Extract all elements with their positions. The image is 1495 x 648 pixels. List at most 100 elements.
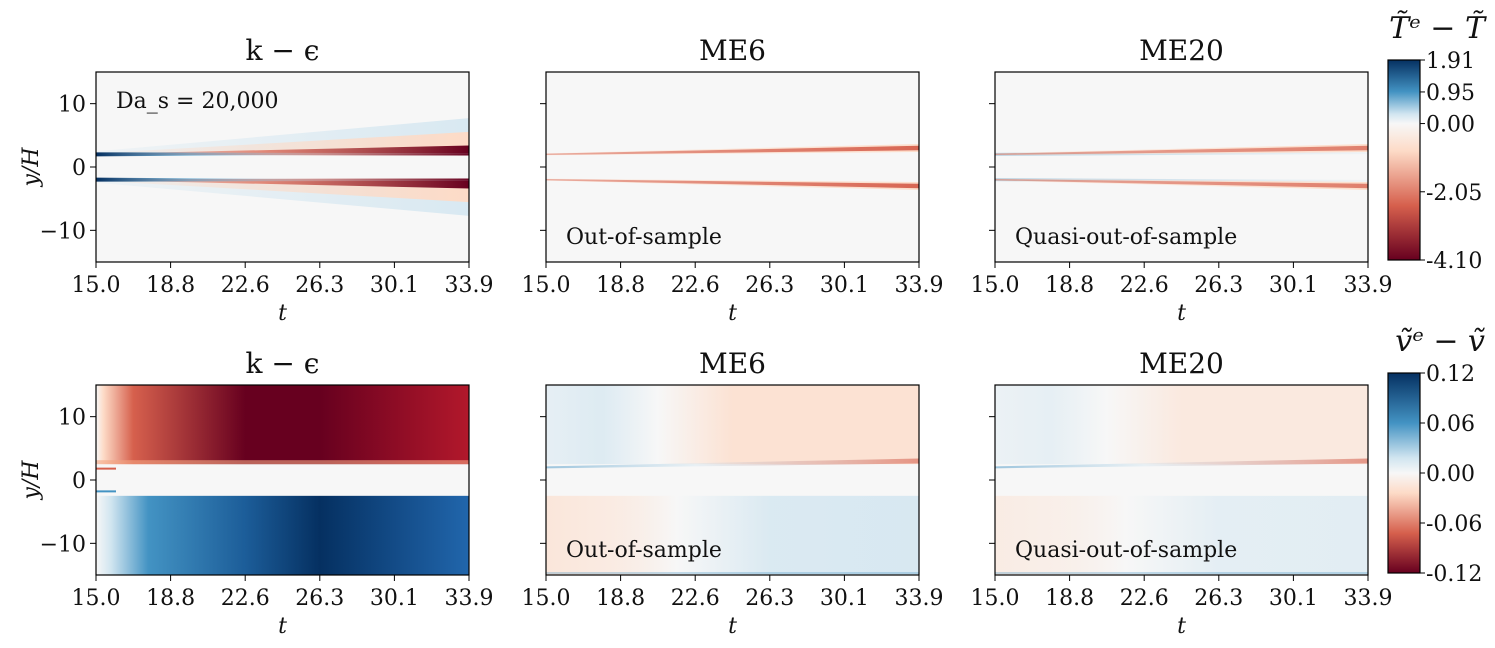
center-trace [546, 458, 919, 469]
x-tick-label: 30.1 [370, 273, 419, 298]
colorbar-tick-label: -0.12 [1426, 562, 1482, 587]
x-tick-label: 26.3 [745, 586, 794, 611]
colorbar-tick-label: 0.00 [1426, 462, 1475, 487]
y-tick-label: −10 [40, 219, 86, 244]
x-tick-label: 18.8 [1045, 586, 1094, 611]
heatmap-field [546, 72, 919, 262]
panel-temperature-me20: 15.0 18.8 22.6 26.3 30.1 33.9 t ME20 Quasi-out-o… [971, 34, 1393, 326]
colorbar-tick-label: 0.06 [1426, 412, 1475, 437]
x-tick-label: 26.3 [1194, 273, 1243, 298]
x-tick-label: 15.0 [72, 586, 121, 611]
blue-layer-lower [96, 177, 469, 182]
panel-title: ME20 [1139, 34, 1224, 67]
x-tick-label: 15.0 [72, 273, 121, 298]
panel-title: ME6 [699, 347, 766, 380]
sample-annotation: Quasi-out-of-sample [1015, 538, 1237, 563]
y-tick-label: 10 [58, 93, 86, 118]
panel-velocity-keps: 15.0 18.8 22.6 26.3 30.1 33.9 t 10 0 −10 y/H k − ϵ [19, 347, 493, 639]
y-axis-label: y/H [19, 147, 44, 188]
colorbar-gradient [1388, 60, 1420, 260]
colorbar-temperature: 1.91 0.95 0.00 -2.05 -4.10 T̃ᵉ − T̃ [1387, 11, 1487, 274]
damkohler-annotation: Da_s = 20,000 [116, 89, 278, 114]
center-trace [995, 458, 1368, 469]
y-axis-label: y/H [19, 460, 44, 501]
colorbar-tick-label: 0.12 [1426, 362, 1475, 387]
x-tick-label: 18.8 [146, 586, 195, 611]
lower-region [995, 495, 1368, 575]
heatmap-background [96, 72, 469, 262]
heatmap-field [995, 385, 1368, 575]
x-tick-label: 18.8 [596, 273, 645, 298]
x-tick-label: 26.3 [295, 586, 344, 611]
x-tick-label: 22.6 [1120, 586, 1169, 611]
x-tick-label: 22.6 [221, 273, 270, 298]
colorbar-title: T̃ᵉ − T̃ [1389, 11, 1487, 46]
panel-title: k − ϵ [246, 347, 320, 380]
x-tick-label: 26.3 [295, 273, 344, 298]
red-layer-upper [995, 145, 1368, 156]
y-tick-label: 0 [72, 156, 86, 181]
heatmap-field [96, 72, 469, 262]
colorbar-tick-label: 0.00 [1426, 113, 1475, 138]
y-tick-label: 0 [72, 469, 86, 494]
colorbar-tick-label: -2.05 [1426, 181, 1482, 206]
colorbar-title: ṽᵉ − ṽ [1395, 324, 1485, 359]
panel-temperature-me6: 15.0 18.8 22.6 26.3 30.1 33.9 t ME6 Out-of-sampl… [522, 34, 944, 326]
x-tick-label: 15.0 [522, 586, 571, 611]
upper-region [546, 385, 919, 465]
x-tick-label: 26.3 [745, 273, 794, 298]
x-tick-label: 15.0 [522, 273, 571, 298]
x-tick-label: 15.0 [971, 586, 1020, 611]
x-tick-label: 30.1 [1269, 586, 1318, 611]
x-tick-label: 33.9 [1344, 586, 1393, 611]
negative-region-upper [96, 385, 469, 465]
colorbar-tick-label: 1.91 [1426, 49, 1475, 74]
x-tick-label: 33.9 [1344, 273, 1393, 298]
x-tick-label: 33.9 [895, 586, 944, 611]
y-tick-label: −10 [40, 532, 86, 557]
x-axis-label: t [1177, 614, 1186, 639]
blue-layer-upper [96, 152, 469, 157]
x-tick-label: 18.8 [146, 273, 195, 298]
colorbar-tick-label: 0.95 [1426, 81, 1475, 106]
x-axis-label: t [278, 614, 287, 639]
colorbar-tick-label: -4.10 [1426, 249, 1482, 274]
sample-annotation: Out-of-sample [566, 225, 722, 250]
x-tick-label: 15.0 [971, 273, 1020, 298]
x-axis-label: t [1177, 301, 1186, 326]
red-layer-upper [546, 145, 919, 156]
x-tick-label: 33.9 [445, 273, 494, 298]
heatmap-background [546, 72, 919, 262]
colorbar-frame [1387, 59, 1421, 261]
panel-temperature-keps: 15.0 18.8 22.6 26.3 30.1 33.9 t 10 0 −10 y/H k − ϵ D… [19, 34, 493, 326]
red-layer-lower [995, 178, 1368, 189]
x-axis-label: t [278, 301, 287, 326]
x-tick-label: 30.1 [370, 586, 419, 611]
lower-region [546, 495, 919, 575]
colorbar-tick-label: -0.06 [1426, 512, 1482, 537]
edge-upper [96, 460, 469, 465]
heatmap-field [995, 72, 1368, 262]
x-tick-label: 22.6 [1120, 273, 1169, 298]
panel-title: ME20 [1139, 347, 1224, 380]
y-tick-label: 10 [58, 406, 86, 431]
x-tick-label: 30.1 [820, 586, 869, 611]
x-tick-label: 22.6 [671, 586, 720, 611]
positive-region-lower [96, 495, 469, 575]
heatmap-background [995, 72, 1368, 262]
x-tick-label: 22.6 [221, 586, 270, 611]
panel-velocity-me20: 15.0 18.8 22.6 26.3 30.1 33.9 t ME20 Quasi-out-o… [971, 347, 1393, 639]
heatmap-field [546, 385, 919, 575]
x-axis-label: t [728, 614, 737, 639]
panel-velocity-me6: 15.0 18.8 22.6 26.3 30.1 33.9 t ME6 Out-of-sampl… [522, 347, 944, 639]
x-tick-label: 18.8 [596, 586, 645, 611]
x-tick-label: 26.3 [1194, 586, 1243, 611]
x-tick-label: 33.9 [895, 273, 944, 298]
colorbar-gradient [1388, 373, 1420, 573]
upper-region [995, 385, 1368, 465]
x-tick-label: 30.1 [1269, 273, 1318, 298]
x-axis-label: t [728, 301, 737, 326]
red-layer-lower [546, 178, 919, 189]
colorbar-velocity: 0.12 0.06 0.00 -0.06 -0.12 ṽᵉ − ṽ [1387, 324, 1485, 587]
